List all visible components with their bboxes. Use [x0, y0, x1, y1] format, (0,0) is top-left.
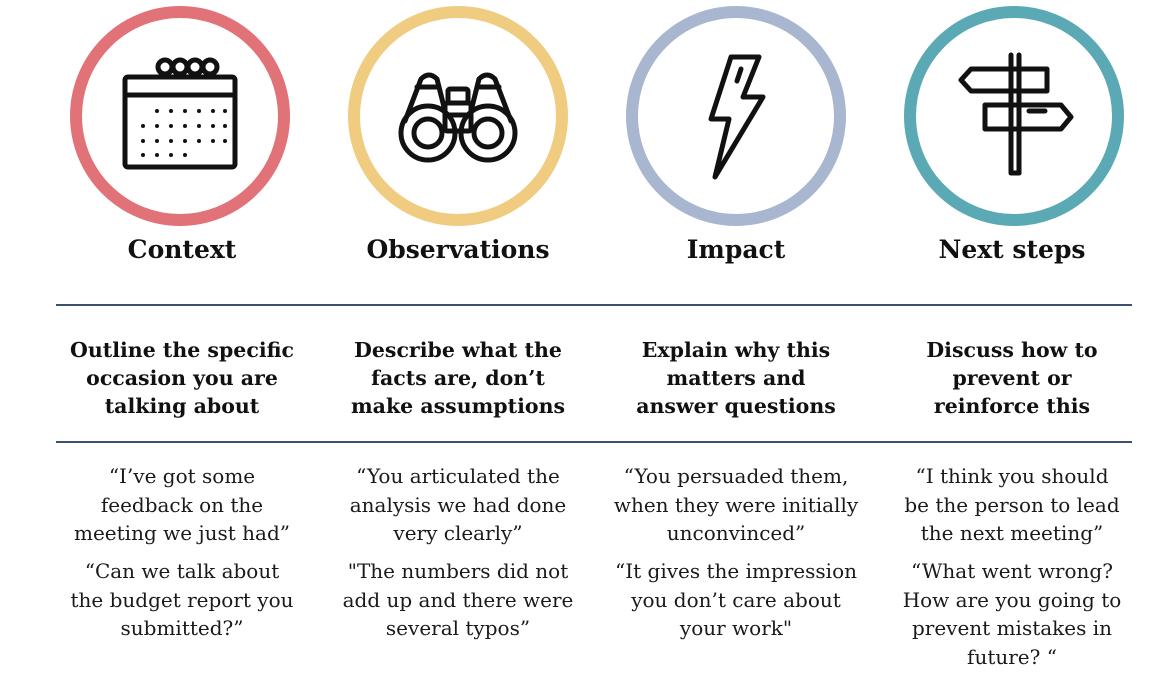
context-description: Outline the specific occasion you are ta… — [69, 338, 295, 418]
column-context: Context Outline the specific occasion yo… — [42, 0, 322, 682]
divider-bottom — [56, 441, 1132, 443]
column-impact: Impact Explain why this matters and answ… — [596, 0, 876, 682]
divider-top — [56, 304, 1132, 306]
next-steps-description: Discuss how to prevent or reinforce this — [926, 338, 1098, 418]
impact-quote-2: “It gives the impression you don’t care … — [615, 559, 857, 640]
column-observations: Observations Describe what the facts are… — [318, 0, 598, 682]
next-steps-quote-1: “I think you should be the person to lea… — [904, 464, 1120, 545]
column-next-steps: Next steps Discuss how to prevent or rei… — [872, 0, 1152, 682]
impact-title: Impact — [686, 235, 786, 264]
next-steps-ring — [904, 6, 1124, 226]
calendar-icon — [122, 57, 238, 170]
context-quote-1: “I’ve got some feedback on the meeting w… — [74, 464, 290, 545]
context-title: Context — [127, 235, 237, 264]
lightning-bolt-icon — [708, 54, 766, 180]
next-steps-quote-2: “What went wrong? How are you going to p… — [902, 559, 1122, 669]
observations-title: Observations — [366, 235, 550, 264]
observations-quote-1: “You articulated the analysis we had don… — [349, 464, 567, 545]
observations-quote-2: "The numbers did not add up and there we… — [342, 559, 574, 640]
impact-ring — [626, 6, 846, 226]
observations-description: Describe what the facts are, don’t make … — [350, 338, 566, 418]
context-ring — [70, 6, 290, 226]
binoculars-icon — [398, 72, 518, 163]
impact-description: Explain why this matters and answer ques… — [636, 338, 836, 418]
context-quote-2: “Can we talk about the budget report you… — [70, 559, 294, 640]
signpost-icon — [958, 52, 1074, 176]
next-steps-title: Next steps — [938, 235, 1086, 264]
impact-quote-1: “You persuaded them, when they were init… — [613, 464, 859, 545]
observations-ring — [348, 6, 568, 226]
